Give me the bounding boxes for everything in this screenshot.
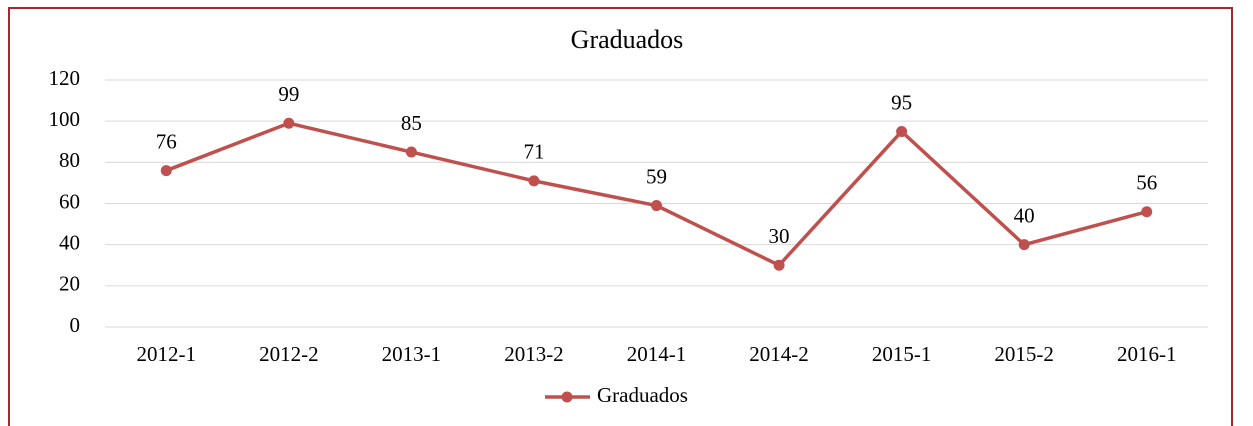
y-tick-label: 40 [59, 230, 80, 254]
data-point [651, 200, 662, 212]
x-tick-label: 2013-2 [504, 342, 564, 366]
legend-marker [561, 391, 573, 403]
data-point [160, 165, 172, 177]
data-label: 95 [891, 90, 912, 114]
y-tick-label: 120 [49, 66, 81, 90]
y-tick-label: 60 [59, 189, 80, 213]
data-label: 71 [523, 140, 544, 164]
x-tick-label: 2012-2 [259, 342, 319, 366]
y-tick-label: 0 [70, 313, 81, 337]
data-label: 99 [278, 82, 299, 106]
data-point [528, 175, 540, 187]
data-point [773, 259, 785, 271]
x-tick-label: 2013-1 [382, 342, 442, 366]
data-point [405, 146, 417, 158]
data-label: 76 [156, 129, 177, 153]
chart-title: Graduados [571, 25, 684, 54]
data-point [283, 117, 295, 129]
chart-border [8, 7, 1233, 426]
x-tick-label: 2015-1 [872, 342, 932, 366]
data-label: 30 [769, 224, 790, 248]
data-label: 56 [1136, 171, 1157, 195]
legend-label: Graduados [597, 383, 688, 407]
y-tick-label: 100 [49, 107, 81, 131]
data-point [1141, 206, 1153, 218]
data-point [896, 125, 908, 137]
x-tick-label: 2016-1 [1117, 342, 1177, 366]
x-tick-label: 2014-1 [627, 342, 687, 366]
x-tick-label: 2015-2 [994, 342, 1054, 366]
data-label: 85 [401, 111, 422, 135]
data-label: 59 [646, 164, 667, 188]
data-label: 40 [1014, 203, 1035, 227]
data-point [1018, 239, 1030, 251]
x-tick-label: 2014-2 [749, 342, 809, 366]
y-tick-label: 20 [59, 272, 80, 296]
x-tick-label: 2012-1 [137, 342, 197, 366]
y-tick-label: 80 [59, 148, 80, 172]
